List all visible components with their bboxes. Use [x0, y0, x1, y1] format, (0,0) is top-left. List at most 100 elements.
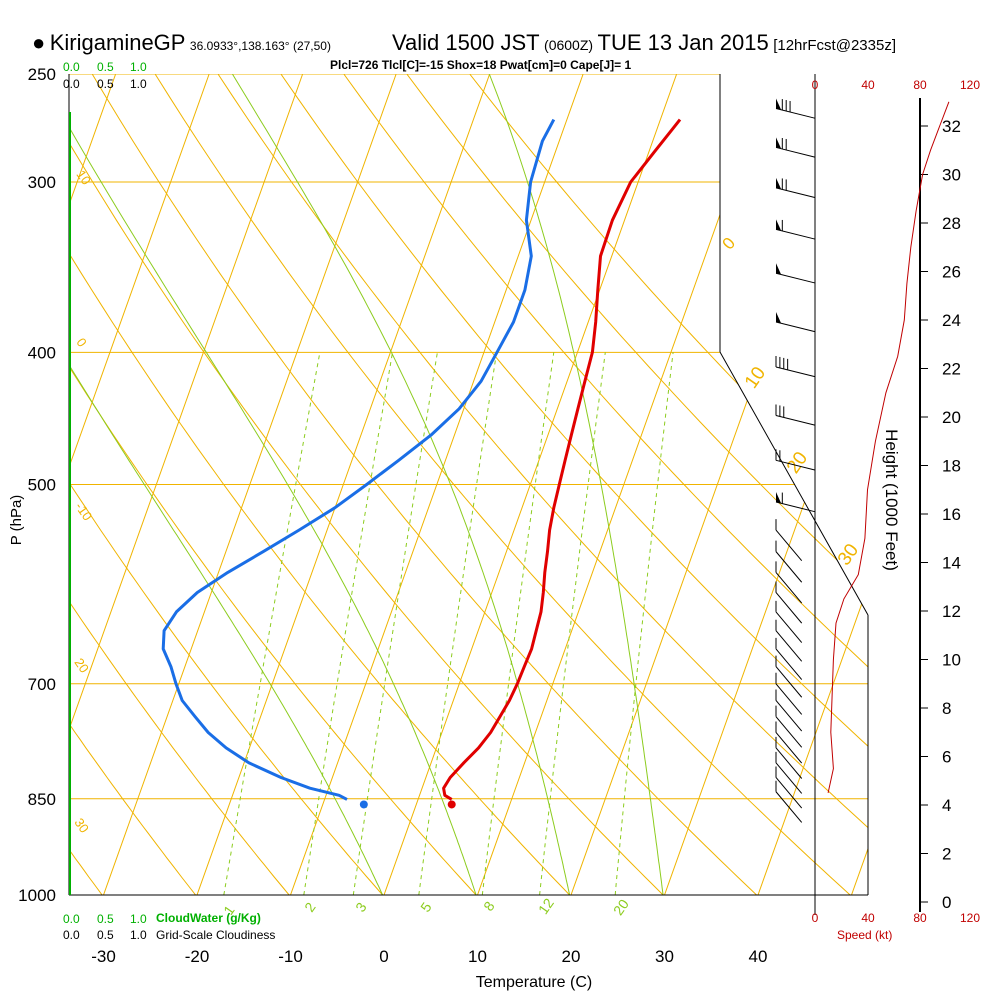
- height-axis-title: Height (1000 Feet): [882, 429, 901, 571]
- valid-time-header: Valid 1500 JST (0600Z) TUE 13 Jan 2015 […: [392, 30, 896, 56]
- dry-adiabat-line: [69, 74, 290, 895]
- temperature-tick-label: -10: [278, 947, 303, 966]
- top-cloudiness-tick: 0.5: [97, 77, 114, 91]
- mixing-ratio-line: [352, 352, 438, 895]
- top-cloudiness-tick: 1.0: [130, 77, 147, 91]
- height-tick-label: 10: [942, 651, 961, 670]
- dry-adiabat-label: 20: [71, 655, 92, 675]
- pressure-tick-label: 250: [28, 65, 56, 84]
- height-tick-label: 6: [942, 748, 951, 767]
- temperature-tick-label: -20: [185, 947, 210, 966]
- wind-barb: [775, 519, 803, 562]
- speed-top-tick: 120: [960, 78, 980, 92]
- wind-barb: [775, 177, 815, 199]
- dry-adiabat-label: 30: [71, 815, 92, 835]
- speed-bottom-tick: 80: [913, 911, 927, 925]
- station-dot: ●: [32, 30, 46, 55]
- wind-barb: [775, 766, 803, 809]
- wind-barb: [775, 721, 803, 764]
- speed-top-tick: 80: [913, 78, 927, 92]
- isotherm-line: [103, 74, 397, 895]
- temperature-tick-label: 20: [562, 947, 581, 966]
- wind-barb: [775, 672, 803, 715]
- dewpoint-profile: [161, 118, 556, 801]
- wind-barb: [775, 404, 815, 426]
- dry-adiabat-line: [406, 74, 868, 895]
- moist-adiabat-label: 30: [834, 540, 863, 569]
- moist-adiabat-line: [69, 74, 477, 895]
- temperature-profile: [442, 118, 682, 801]
- mixing-ratio-label: 20: [610, 896, 632, 918]
- speed-bottom-tick: 0: [812, 911, 819, 925]
- dry-adiabat-line: [154, 74, 851, 895]
- height-tick-label: 8: [942, 699, 951, 718]
- isotherm-line: [69, 74, 210, 895]
- isotherm-line: [757, 74, 868, 895]
- valid-time: Valid 1500 JST: [392, 30, 540, 55]
- wind-barb: [775, 600, 803, 643]
- dry-adiabat-line: [280, 74, 868, 895]
- wind-barb: [775, 689, 803, 732]
- dry-adiabat-line: [69, 74, 196, 895]
- mixing-ratio-label: 5: [417, 899, 435, 915]
- height-tick-label: 28: [942, 214, 961, 233]
- valid-date: TUE 13 Jan 2015: [597, 30, 769, 55]
- forecast-info: [12hrFcst@2335z]: [773, 37, 896, 54]
- dry-adiabat-label: 10: [73, 167, 94, 187]
- temperature-tick-label: -30: [91, 947, 116, 966]
- dry-adiabat-line: [69, 74, 477, 895]
- y-axis-title: P (hPa): [8, 495, 25, 546]
- wind-barb: [775, 619, 803, 662]
- wind-barb: [775, 780, 803, 823]
- temperature-tick-label: 0: [379, 947, 388, 966]
- temperature-surface-marker: [447, 800, 456, 809]
- dry-adiabat-line: [69, 74, 664, 895]
- mixing-ratio-label: 3: [352, 899, 370, 915]
- temperature-tick-label: 30: [655, 947, 674, 966]
- bottom-cloudwater-tick: 0.0: [63, 912, 80, 926]
- wind-barb: [775, 98, 815, 119]
- dry-adiabat-line: [0, 74, 9, 895]
- station-coords: 36.0933°,138.163° (27,50): [189, 39, 331, 53]
- bottom-cloudwater-tick: 0.5: [97, 912, 114, 926]
- height-tick-label: 2: [942, 845, 951, 864]
- speed-top-tick: 0: [812, 78, 819, 92]
- moist-adiabat-line: [69, 74, 384, 895]
- station-name: KirigamineGP: [49, 30, 186, 55]
- top-cloudiness-tick: 0.0: [63, 77, 80, 91]
- wind-barb: [775, 263, 815, 284]
- cloudiness-label: Grid-Scale Cloudiness: [156, 928, 275, 942]
- pressure-tick-label: 500: [28, 476, 56, 495]
- height-tick-label: 14: [942, 554, 961, 573]
- wind-barb: [775, 449, 815, 471]
- dry-adiabat-label: 0: [718, 234, 739, 253]
- height-tick-label: 22: [942, 360, 961, 379]
- mixing-ratio-line: [223, 352, 321, 895]
- wind-barb: [775, 137, 815, 158]
- thermo-grid: [0, 74, 1000, 895]
- mixing-ratio-label: 8: [480, 898, 498, 914]
- height-tick-label: 0: [942, 893, 951, 912]
- chart-header: ● KirigamineGP 36.0933°,138.163° (27,50): [32, 30, 331, 56]
- isotherm-line: [290, 74, 584, 895]
- isotherm-line: [851, 74, 868, 895]
- height-tick-label: 16: [942, 505, 961, 524]
- isotherm-line: [945, 74, 1000, 895]
- temperature-tick-label: 40: [749, 947, 768, 966]
- mixing-ratio-label: 12: [535, 895, 557, 917]
- wind-barb: [775, 311, 815, 333]
- height-tick-label: 20: [942, 408, 961, 427]
- moist-adiabat-label: 10: [741, 363, 770, 392]
- valid-utc: (0600Z): [544, 37, 594, 53]
- moist-adiabat-line: [488, 74, 664, 895]
- pressure-tick-label: 700: [28, 675, 56, 694]
- height-tick-label: 32: [942, 117, 961, 136]
- speed-bottom-tick: 40: [861, 911, 875, 925]
- cloudwater-label: CloudWater (g/Kg): [156, 911, 261, 925]
- top-cloudwater-tick: 0.5: [97, 60, 114, 74]
- dewpoint-surface-marker: [359, 800, 368, 809]
- pressure-tick-label: 1000: [18, 886, 56, 905]
- speed-bottom-tick: 120: [960, 911, 980, 925]
- wind-barb: [775, 219, 815, 240]
- mixing-ratio-line: [303, 352, 393, 895]
